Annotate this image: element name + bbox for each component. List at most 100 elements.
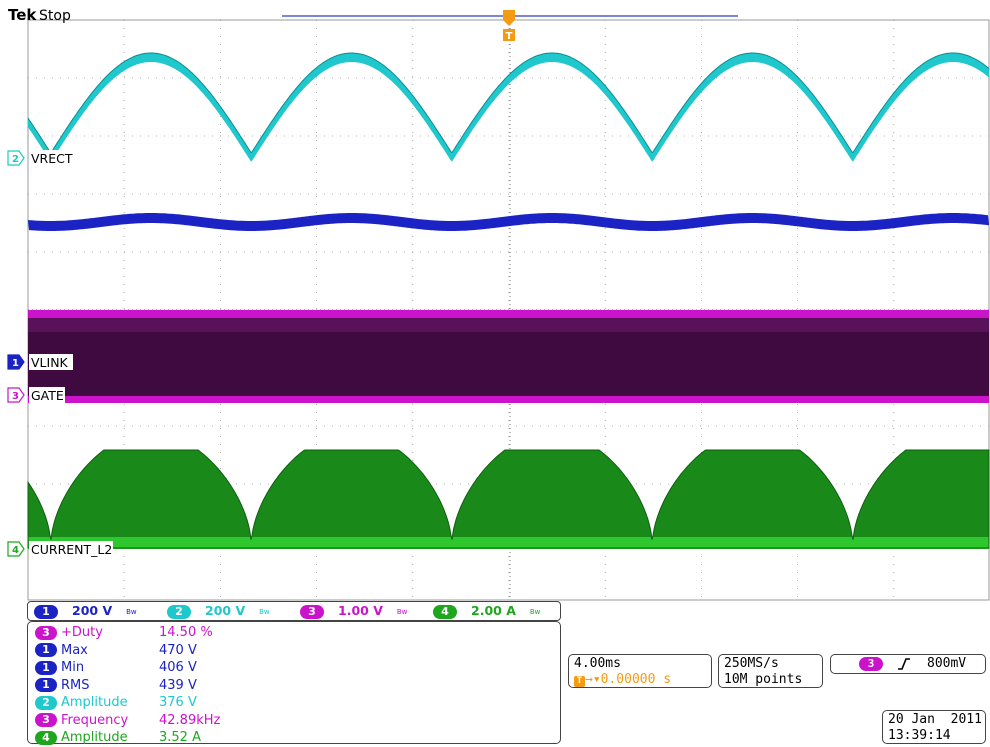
measurement-row[interactable]: 1 Max 470 V: [35, 642, 220, 660]
channel-3-label-bg: [29, 387, 65, 403]
channel-4-name: CURRENT_L2: [31, 542, 112, 557]
channel-3-number: 3: [12, 391, 19, 402]
bandwidth-limit-icon: Bw: [396, 607, 408, 616]
waveform-ch2-vrect: [28, 53, 989, 162]
channel-2-number: 2: [12, 154, 19, 165]
measurement-value: 439 V: [159, 677, 197, 693]
measurement-value: 406 V: [159, 660, 197, 675]
waveform-ch3-gate-band: [28, 318, 989, 332]
measurement-value: 376 V: [159, 695, 197, 710]
trigger-marker-label: T: [506, 31, 513, 42]
datetime-readout: 20 Jan 2011 13:39:14: [882, 710, 986, 744]
brand-logo: Tek: [8, 6, 37, 24]
bandwidth-limit-icon: Bw: [529, 607, 541, 616]
measurement-name: Max: [61, 642, 88, 658]
channel-4-marker-icon: [7, 541, 25, 557]
channel-2-name: VRECT: [31, 151, 73, 166]
channel-4-badge: 4: [433, 605, 457, 619]
channel-4-label[interactable]: 4 CURRENT_L2: [7, 541, 113, 557]
scale-row: 1 200 V Bw 2 200 V Bw 3 1.00 V Bw 4 2.00 A Bw: [34, 603, 566, 619]
scale-ch3[interactable]: 3 1.00 V Bw: [300, 603, 433, 620]
channel-3-badge: 3: [300, 605, 324, 619]
channel-1-badge: 1: [35, 643, 57, 658]
channel-2-badge: 2: [167, 605, 191, 619]
channel-3-label[interactable]: 3 GATE: [7, 387, 65, 403]
channel-2-label[interactable]: 2 VRECT: [7, 150, 73, 166]
channel-3-badge: 3: [35, 625, 57, 640]
channel-4-number: 4: [12, 545, 19, 556]
bandwidth-limit-icon: Bw: [259, 607, 270, 616]
record-length: 10M points: [724, 672, 803, 687]
channel-scale-bar: 1 200 V Bw 2 200 V Bw 3 1.00 V Bw 4 2.00 A Bw: [27, 601, 561, 621]
timebase-readout[interactable]: 4.00ms T →▾0.00000 s: [568, 654, 712, 688]
measurement-value: 14.50 %: [159, 625, 213, 640]
channel-1-number: 1: [12, 358, 19, 369]
channel-1-badge: 1: [35, 678, 57, 693]
sample-rate: 250MS/s: [724, 656, 779, 671]
delay-value: 0.00000 s: [600, 672, 672, 687]
channel-4-badge: 4: [35, 730, 57, 745]
measurement-name: RMS: [61, 677, 90, 693]
waveform-ch4-current: [28, 450, 989, 548]
measurement-name: Frequency: [61, 712, 129, 728]
channel-1-marker-icon: [7, 354, 25, 370]
waveform-area: [27, 52, 990, 549]
channel-3-badge: 3: [35, 713, 57, 728]
measurement-value: 42.89kHz: [159, 712, 221, 728]
channel-1-label-bg: [29, 354, 73, 370]
measurement-name: +Duty: [61, 625, 103, 640]
acquisition-status: Stop: [39, 8, 71, 24]
channel-2-badge: 2: [35, 695, 57, 710]
channel-4-label-bg: [29, 541, 113, 557]
date: 20 Jan 2011: [888, 712, 982, 727]
measurement-row[interactable]: 4 Amplitude 3.52 A: [35, 729, 220, 747]
trigger-level: 800mV: [927, 656, 967, 671]
channel-1-label[interactable]: 1 VLINK: [7, 354, 73, 370]
time: 13:39:14: [888, 728, 951, 743]
measurement-row[interactable]: 1 RMS 439 V: [35, 677, 220, 695]
channel-2-marker-icon: [7, 150, 25, 166]
trigger-delay-icon: T: [574, 676, 585, 687]
measurement-value: 470 V: [159, 642, 197, 658]
measurement-row[interactable]: 2 Amplitude 376 V: [35, 694, 220, 712]
measurement-panel: 3 +Duty 14.50 % 1 Max 470 V 1 Min 406 V 1 RMS 439 V…: [27, 621, 561, 747]
trigger-source-badge: 3: [859, 657, 883, 671]
measurement-row[interactable]: 1 Min 406 V: [35, 659, 220, 677]
scale-ch4[interactable]: 4 2.00 A Bw: [433, 603, 566, 620]
channel-labels: 1 VLINK 2 VRECT 3 GATE 4 CURRENT_L2: [7, 150, 113, 557]
rising-edge-icon: [898, 658, 910, 670]
scale-value: 2.00 A: [471, 603, 516, 618]
measurement-name: Min: [61, 660, 85, 675]
scale-ch1[interactable]: 1 200 V Bw: [34, 603, 167, 620]
waveform-ch3-gate-low: [28, 396, 989, 403]
channel-1-badge: 1: [34, 605, 58, 619]
waveform-ch1-vlink: [28, 213, 989, 231]
channel-3-marker-icon: [7, 387, 25, 403]
delay-arrow-icon: →▾: [585, 672, 601, 687]
waveform-ch3-gate-fill: [28, 310, 989, 403]
measurement-name: Amplitude: [61, 695, 128, 710]
scale-value: 200 V: [72, 603, 113, 618]
waveform-ch2-edge: [27, 52, 990, 154]
trigger-position-marker: T: [503, 10, 515, 42]
bandwidth-limit-icon: Bw: [126, 607, 137, 616]
scale-value: 200 V: [205, 603, 246, 618]
measurement-row[interactable]: 3 +Duty 14.50 %: [35, 624, 220, 642]
measurement-value: 3.52 A: [159, 730, 201, 745]
channel-1-name: VLINK: [31, 355, 69, 370]
waveform-ch4-baseline: [28, 537, 989, 549]
waveform-ch4-edge: [27, 449, 990, 549]
trigger-readout[interactable]: 3 800mV: [830, 654, 986, 674]
measurement-list: 3 +Duty 14.50 % 1 Max 470 V 1 Min 406 V 1 RMS 439 V…: [35, 624, 220, 747]
scale-value: 1.00 V: [338, 603, 383, 618]
measurement-row[interactable]: 3 Frequency 42.89kHz: [35, 712, 220, 730]
acquisition-readout[interactable]: 250MS/s 10M points: [718, 654, 823, 688]
channel-3-name: GATE: [31, 388, 64, 403]
channel-2-label-bg: [29, 150, 73, 166]
channel-1-badge: 1: [35, 660, 57, 675]
waveform-ch3-gate-high: [28, 310, 989, 318]
scale-ch2[interactable]: 2 200 V Bw: [167, 603, 300, 620]
horizontal-delay: T →▾0.00000 s: [574, 672, 671, 687]
measurement-name: Amplitude: [61, 730, 128, 745]
